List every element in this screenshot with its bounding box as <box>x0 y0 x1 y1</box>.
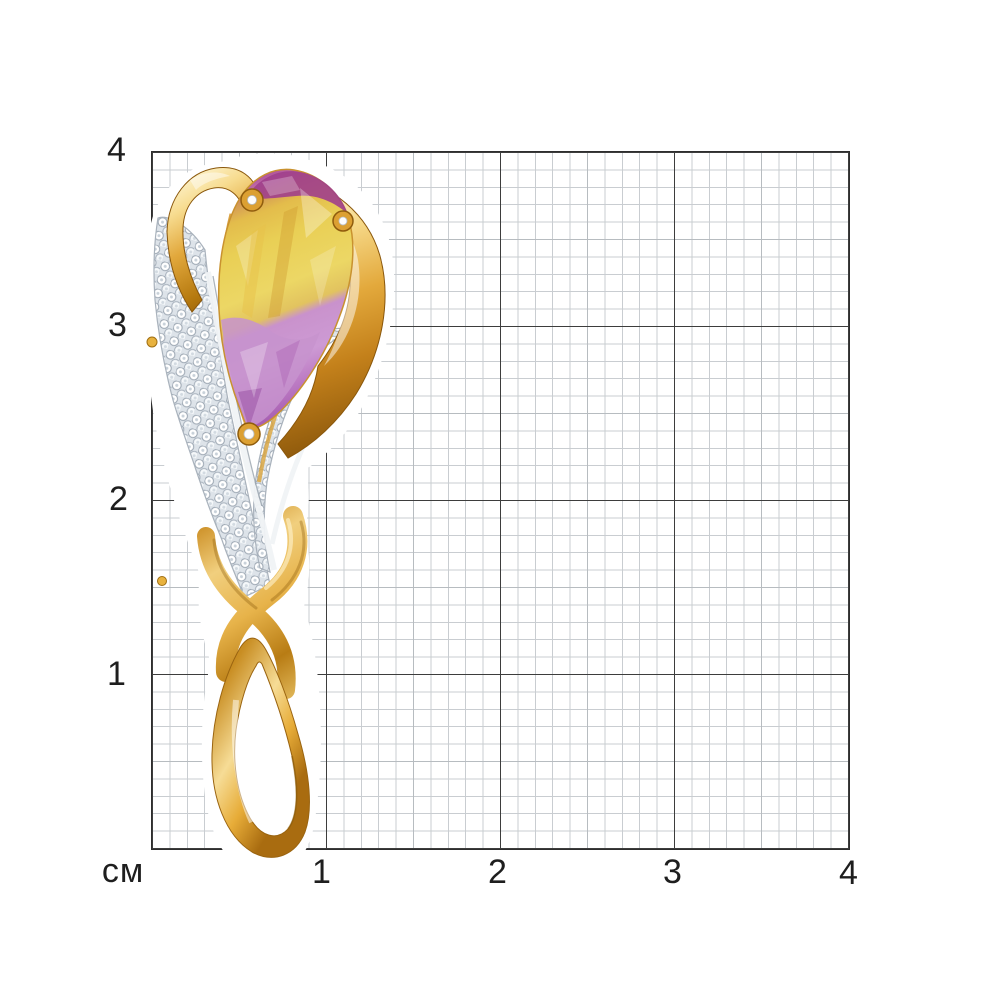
x-axis-label-3: 3 <box>663 853 683 891</box>
x-axis-label-1: 1 <box>312 853 332 891</box>
y-axis-label-4: 4 <box>107 131 127 169</box>
measurement-grid <box>151 151 850 850</box>
y-axis-label-3: 3 <box>108 306 128 344</box>
y-axis-label-1: 1 <box>107 655 127 693</box>
unit-label: см <box>101 852 145 890</box>
x-axis-label-4: 4 <box>839 854 859 892</box>
x-axis-label-2: 2 <box>488 853 508 891</box>
y-axis-label-2: 2 <box>109 480 129 518</box>
